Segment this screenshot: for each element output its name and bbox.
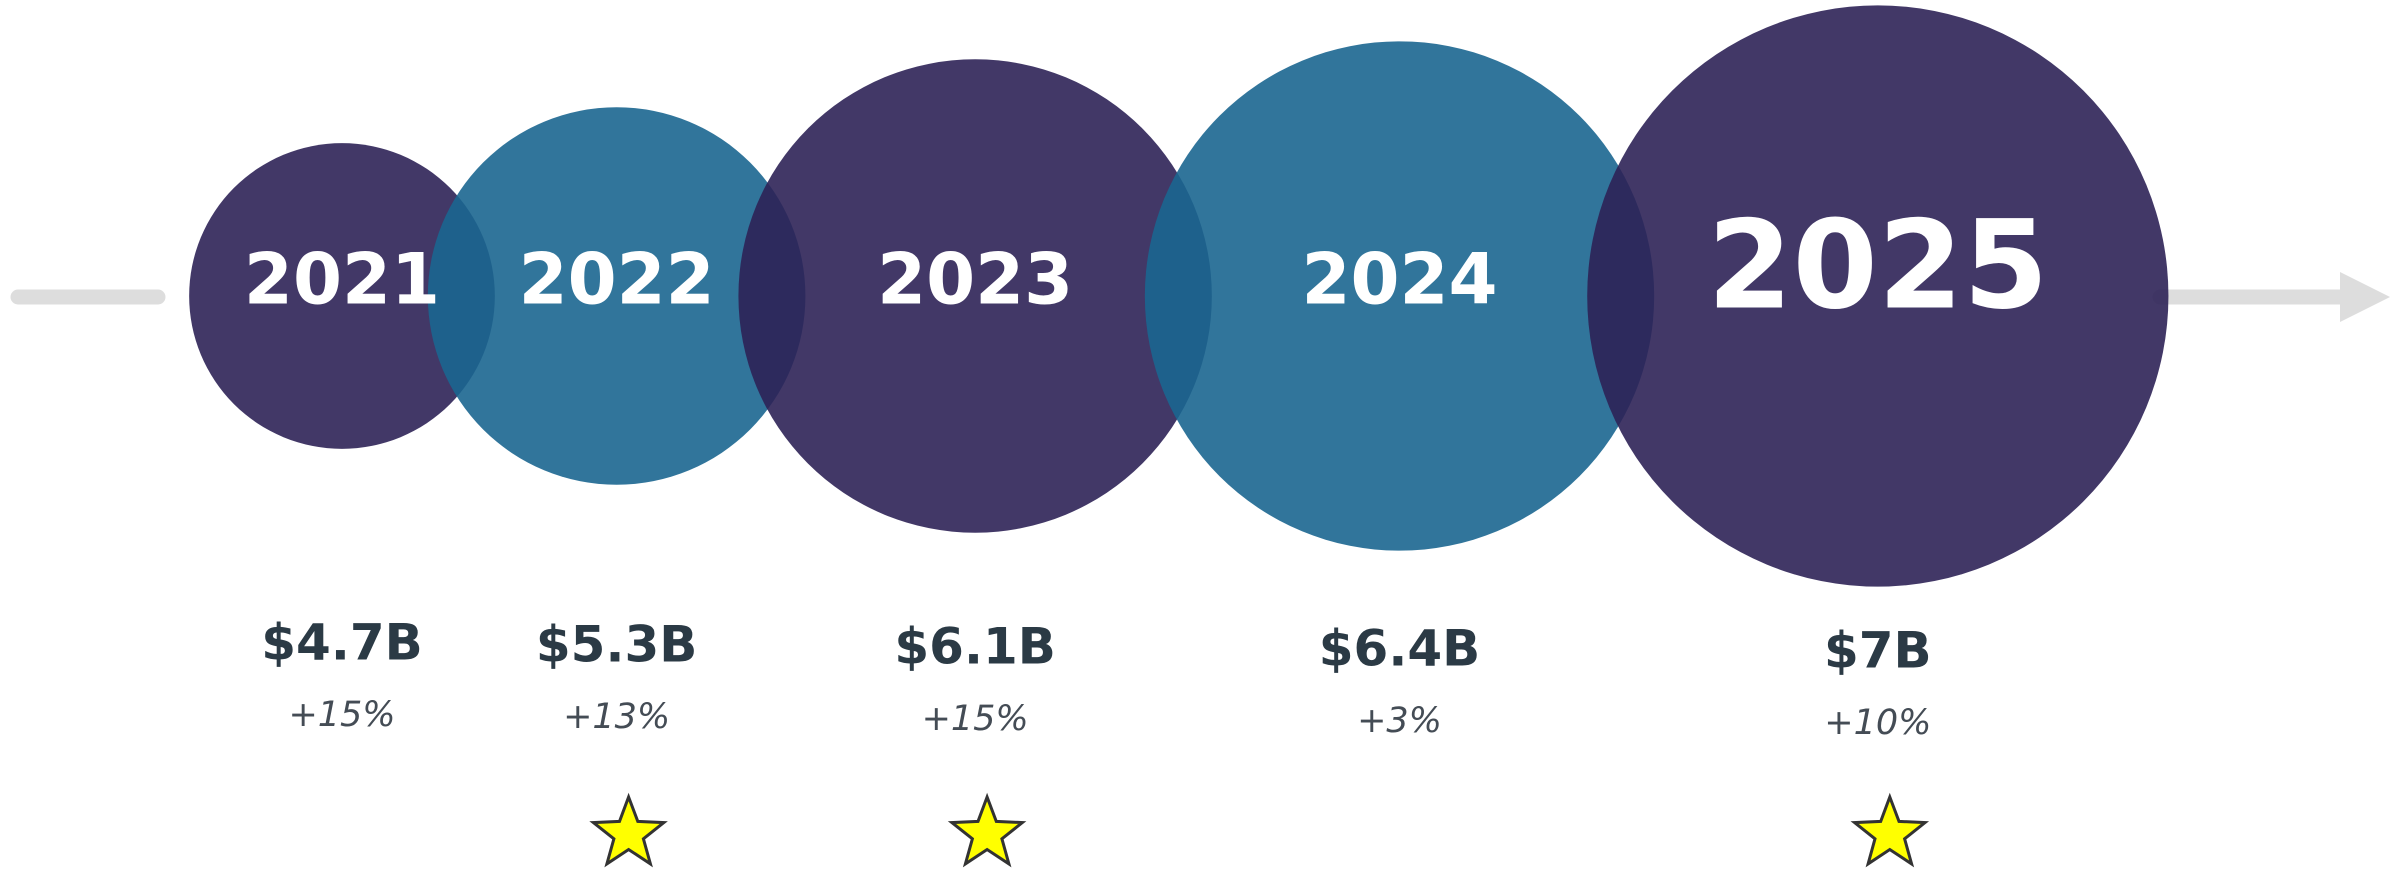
growth-label: +15%	[922, 699, 1029, 739]
value-label: $6.4B	[1319, 620, 1480, 678]
year-label: 2021	[244, 239, 440, 321]
year-label: 2023	[877, 239, 1073, 321]
timeline-arrowhead	[2340, 272, 2390, 322]
year-label: 2022	[519, 239, 715, 321]
star	[589, 792, 668, 868]
year-label: 2025	[1707, 194, 2048, 337]
value-label: $7B	[1824, 622, 1932, 680]
star	[947, 792, 1027, 868]
year-label: 2024	[1301, 239, 1497, 321]
growth-label: +10%	[1824, 703, 1931, 743]
growth-label: +13%	[563, 697, 670, 737]
star	[1850, 792, 1930, 868]
value-label: $5.3B	[536, 616, 697, 674]
bubble	[738, 59, 1212, 533]
value-label: $4.7B	[261, 614, 422, 672]
growth-label: +3%	[1357, 701, 1442, 741]
growth-label: +15%	[288, 695, 395, 735]
bubble	[189, 143, 495, 449]
bubbles	[189, 5, 2169, 587]
labels: 2021 $4.7B +15% 2022 $5.3B +13% 2023 $6.1B +15% 2…	[244, 194, 2048, 868]
bubble	[1144, 41, 1655, 551]
bubble	[427, 107, 806, 485]
bubble	[1587, 5, 2169, 587]
value-label: $6.1B	[894, 618, 1055, 676]
